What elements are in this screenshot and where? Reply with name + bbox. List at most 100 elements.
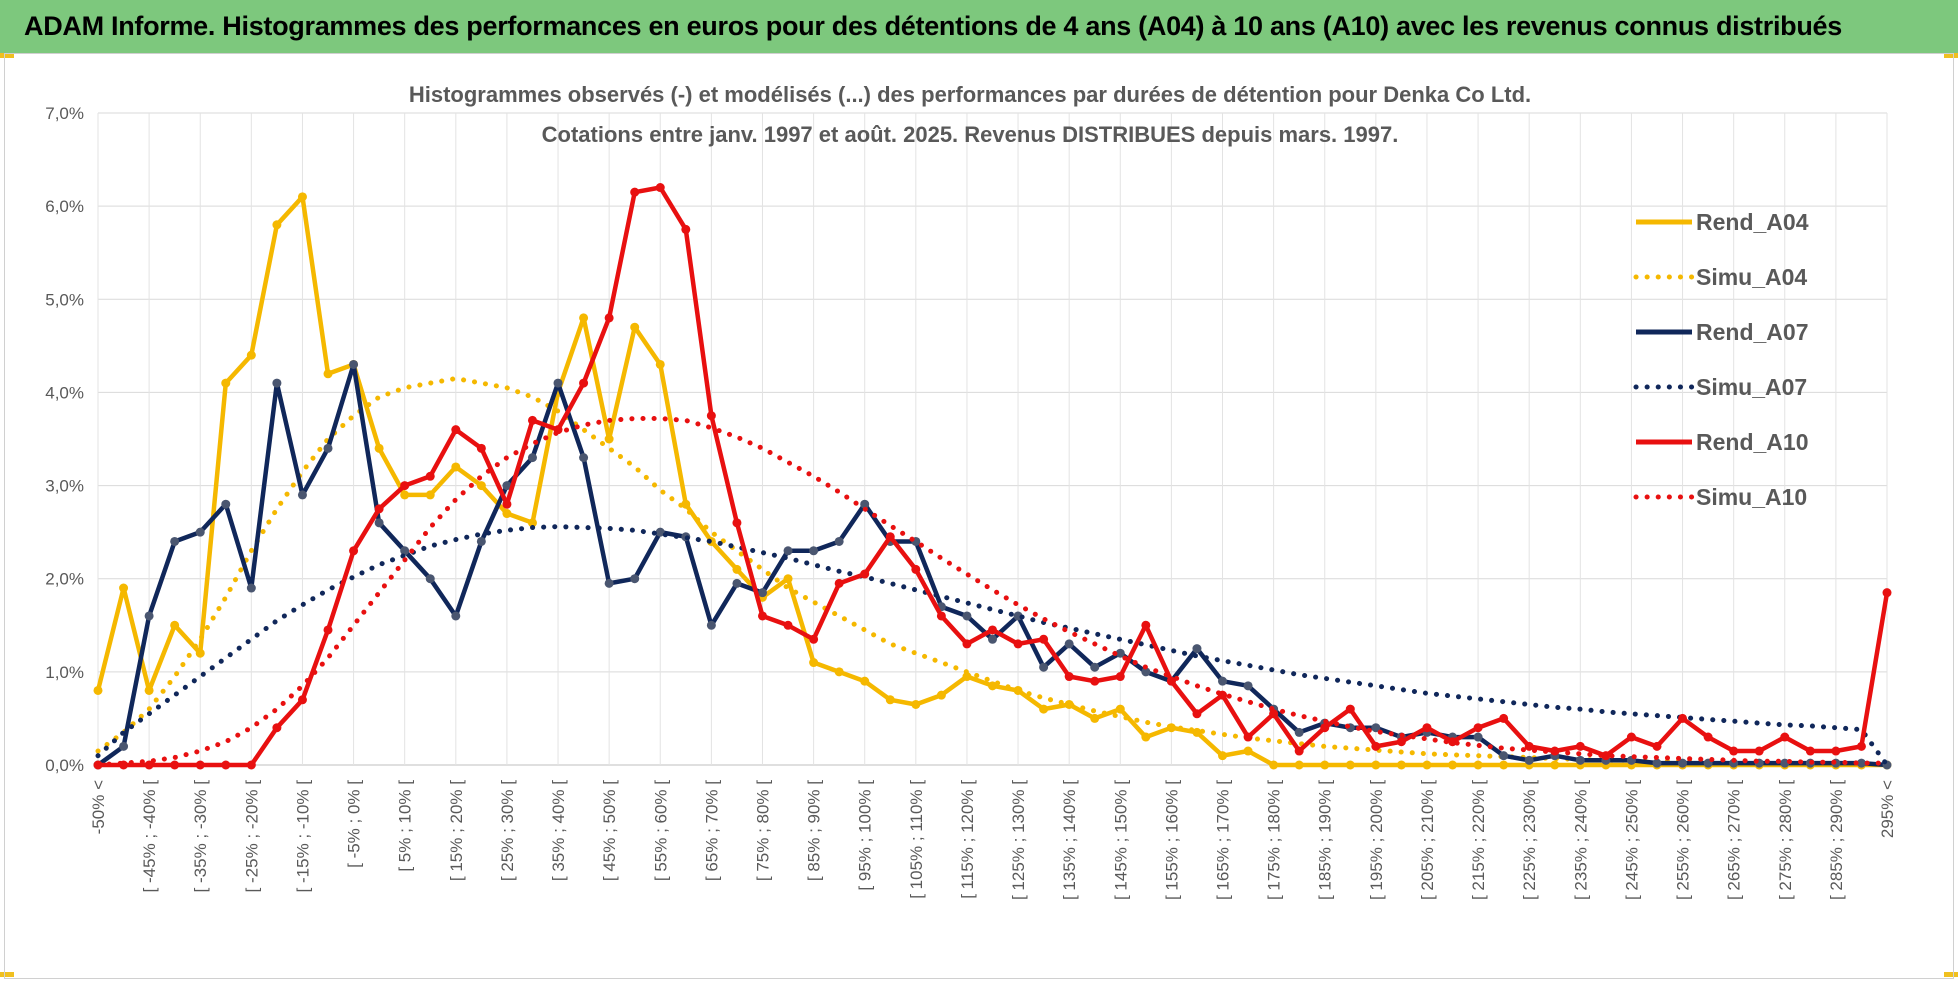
data-point <box>297 192 307 202</box>
data-point <box>1371 760 1381 770</box>
data-point <box>1320 760 1330 770</box>
data-point <box>1243 732 1253 742</box>
data-point <box>297 695 307 705</box>
data-point <box>93 685 103 695</box>
legend-item-Rend_A07: Rend_A07 <box>1636 319 1808 345</box>
series-line-Rend_A04 <box>95 194 1887 768</box>
data-point <box>323 369 333 379</box>
series-Rend_A07 <box>93 359 1892 770</box>
y-tick-label: 4,0% <box>45 383 84 402</box>
legend-item-Rend_A04: Rend_A04 <box>1636 209 1809 235</box>
data-point <box>195 648 205 658</box>
x-tick-label: [ 205% ; 210% [ <box>1418 780 1437 900</box>
data-point <box>655 183 665 193</box>
y-tick-label: 0,0% <box>45 756 84 775</box>
data-point <box>246 583 256 593</box>
data-point <box>962 611 972 621</box>
x-tick-label: [ 195% ; 200% [ <box>1367 780 1386 900</box>
data-point <box>1243 681 1253 691</box>
data-point <box>451 425 461 435</box>
data-point <box>962 672 972 682</box>
data-point <box>425 574 435 584</box>
legend-label: Simu_A07 <box>1696 374 1807 400</box>
x-tick-label: [ 275% ; 280% [ <box>1776 780 1795 900</box>
data-point <box>579 378 589 388</box>
data-point <box>400 490 410 500</box>
data-point <box>502 481 512 491</box>
data-point <box>1294 727 1304 737</box>
x-tick-label: [ 55% ; 60% [ <box>651 780 670 881</box>
series-line-Rend_A07 <box>96 362 1888 768</box>
data-point <box>1575 755 1585 765</box>
report-banner: ADAM Informe. Histogrammes des performan… <box>0 0 1958 53</box>
frame-corner-bottom-left <box>0 972 14 977</box>
x-tick-label: [ 35% ; 40% [ <box>549 780 568 881</box>
data-point <box>988 634 997 644</box>
data-point <box>221 378 231 388</box>
data-point <box>1856 741 1866 751</box>
data-point <box>1678 758 1688 768</box>
data-point <box>1626 732 1636 742</box>
data-point <box>630 574 640 584</box>
data-point <box>604 434 614 444</box>
data-point <box>1780 732 1790 742</box>
x-tick-label: [ 75% ; 80% [ <box>753 780 772 881</box>
data-point <box>655 359 665 369</box>
data-point <box>1396 760 1406 770</box>
data-point <box>783 574 793 584</box>
data-point <box>1039 704 1049 714</box>
x-tick-label: [ 165% ; 170% [ <box>1214 780 1233 900</box>
data-point <box>272 723 282 733</box>
data-point <box>860 499 870 509</box>
legend-label: Rend_A07 <box>1696 319 1808 345</box>
legend-label: Simu_A04 <box>1696 264 1807 290</box>
data-point <box>1396 737 1406 747</box>
data-point <box>860 569 870 579</box>
data-point <box>119 741 129 751</box>
legend-label: Simu_A10 <box>1696 484 1807 510</box>
legend: Rend_A04 Simu_A04 Rend_A07 Simu_A07 Rend_A10… <box>1633 209 1809 510</box>
data-point <box>425 490 435 500</box>
data-point <box>1703 732 1713 742</box>
x-tick-label: [ 125% ; 130% [ <box>1009 780 1028 900</box>
data-point <box>476 443 486 453</box>
y-axis-ticks: 0,0% 1,0% 2,0% 3,0% 4,0% 5,0% 6,0% 7,0% <box>45 104 84 775</box>
data-point <box>451 462 461 472</box>
data-point <box>323 443 333 453</box>
data-point <box>757 588 767 598</box>
x-tick-label: [ 115% ; 120% [ <box>958 780 977 899</box>
y-tick-label: 5,0% <box>45 290 84 309</box>
data-point <box>323 625 333 635</box>
chart-title: Histogrammes observés (-) et modélisés (… <box>409 82 1531 107</box>
data-point <box>1754 746 1764 756</box>
data-point <box>1652 741 1662 751</box>
data-point <box>911 699 921 709</box>
x-tick-label: [ -5% ; 0% [ <box>345 780 364 868</box>
data-point <box>1166 676 1176 686</box>
data-point <box>170 760 180 770</box>
data-point <box>400 481 410 491</box>
data-point <box>476 481 486 491</box>
data-point <box>809 658 819 668</box>
data-point <box>1064 639 1074 649</box>
data-point <box>1218 751 1228 761</box>
gridlines <box>97 112 1888 766</box>
data-point <box>1090 713 1100 723</box>
data-point <box>1473 760 1483 770</box>
data-point <box>553 378 563 388</box>
data-point <box>221 499 231 509</box>
x-tick-label: [ -25% ; -20% [ <box>242 780 261 893</box>
data-point <box>1192 644 1202 654</box>
data-point <box>1601 751 1611 761</box>
data-point <box>757 611 767 621</box>
data-point <box>144 760 154 770</box>
data-point <box>246 760 256 770</box>
data-point <box>527 518 537 528</box>
data-point <box>400 546 410 556</box>
data-point <box>1473 723 1483 733</box>
x-tick-label: [ -45% ; -40% [ <box>140 780 159 893</box>
data-point <box>681 224 691 234</box>
data-point <box>374 518 384 528</box>
data-point <box>1345 704 1355 714</box>
